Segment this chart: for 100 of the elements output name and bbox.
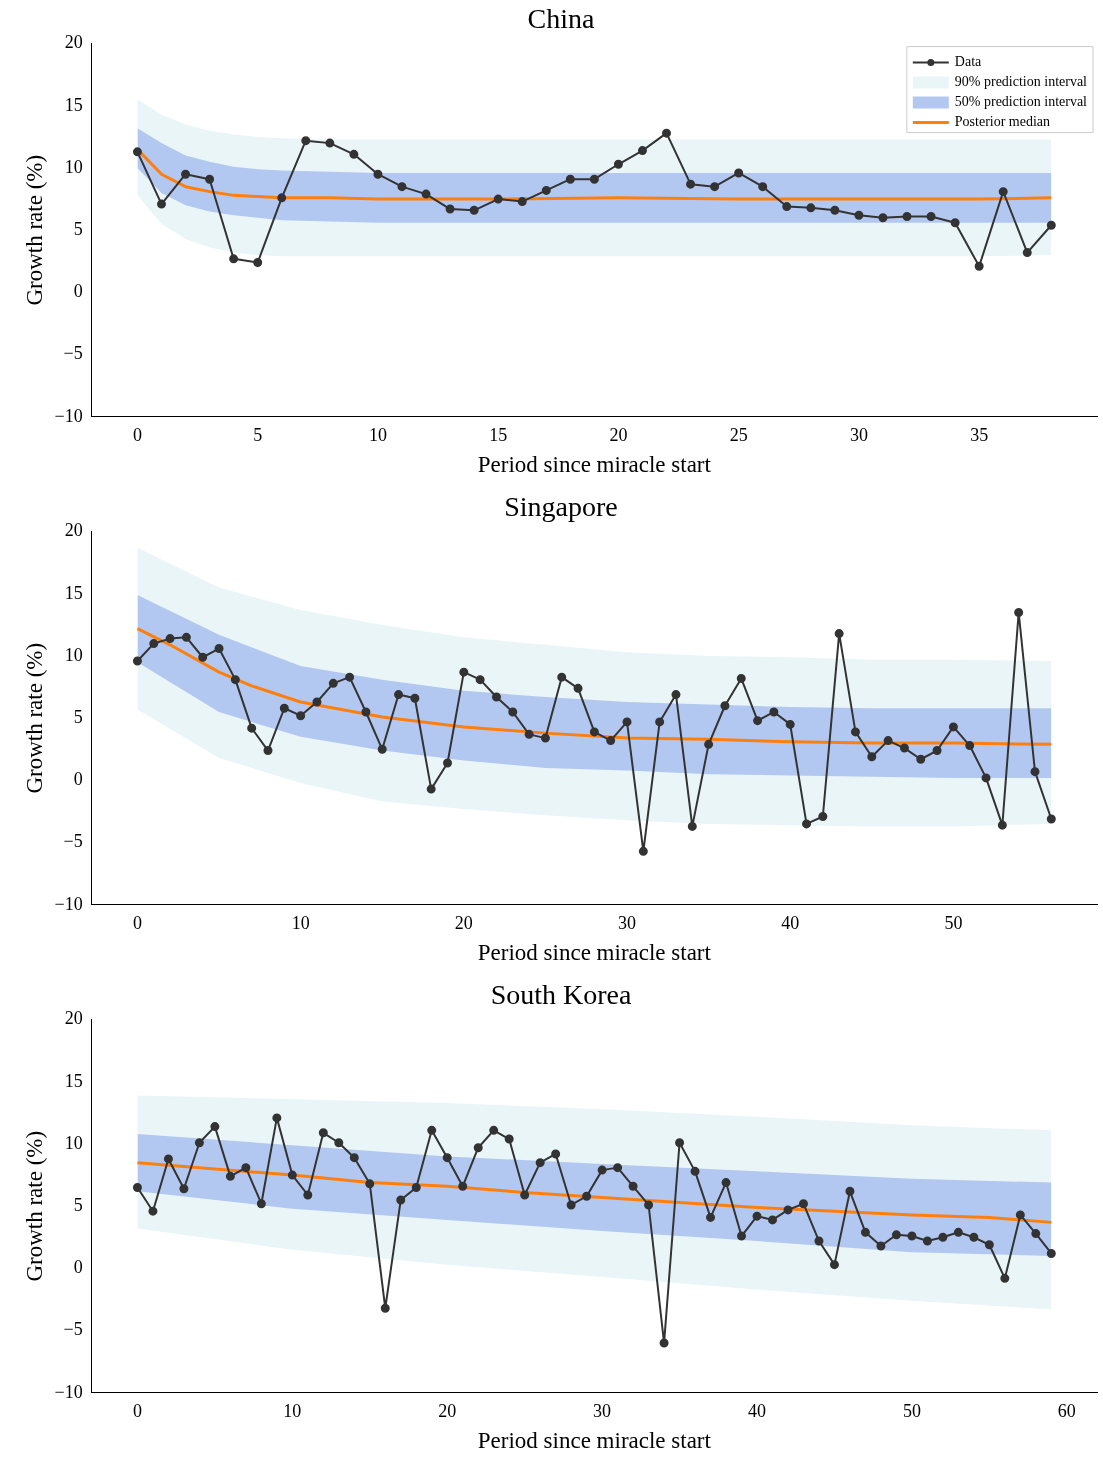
point bbox=[637, 146, 647, 156]
point bbox=[573, 683, 583, 693]
point bbox=[380, 1303, 390, 1313]
point bbox=[768, 1215, 777, 1225]
x-axis-title: Period since miracle start bbox=[477, 452, 712, 478]
point bbox=[229, 254, 239, 264]
point bbox=[916, 754, 926, 764]
point bbox=[1014, 607, 1024, 617]
y-tick-label: −5 bbox=[63, 1319, 83, 1340]
point bbox=[686, 179, 696, 189]
point bbox=[210, 1122, 220, 1132]
y-axis-title: Growth rate (%) bbox=[21, 1130, 47, 1282]
point bbox=[334, 1138, 344, 1148]
point bbox=[876, 1241, 886, 1251]
point bbox=[411, 1183, 421, 1193]
x-axis-title: Period since miracle start bbox=[477, 940, 712, 966]
point bbox=[965, 741, 975, 751]
y-tick-label: 20 bbox=[64, 520, 83, 541]
point bbox=[504, 1134, 514, 1144]
x-tick-label: 60 bbox=[1057, 1401, 1076, 1422]
point bbox=[279, 703, 289, 713]
y-tick-label: 15 bbox=[64, 94, 83, 115]
point bbox=[710, 182, 720, 192]
point bbox=[899, 743, 909, 753]
point bbox=[517, 197, 527, 207]
point bbox=[469, 205, 479, 215]
y-tick-label: 15 bbox=[64, 582, 83, 603]
point bbox=[981, 773, 991, 783]
point bbox=[445, 204, 455, 214]
point bbox=[613, 1163, 623, 1173]
point bbox=[551, 1149, 561, 1159]
point bbox=[565, 174, 575, 184]
point bbox=[830, 205, 840, 215]
point bbox=[179, 1184, 189, 1194]
point bbox=[798, 1199, 808, 1209]
point bbox=[878, 213, 888, 223]
point bbox=[984, 1240, 994, 1250]
point bbox=[301, 136, 311, 146]
point bbox=[655, 717, 665, 727]
x-tick-label: 10 bbox=[291, 913, 310, 934]
point bbox=[1046, 220, 1056, 230]
y-tick-label: 10 bbox=[64, 1132, 83, 1153]
y-tick-label: 20 bbox=[64, 1008, 83, 1029]
x-tick-label: 40 bbox=[781, 913, 800, 934]
point bbox=[349, 149, 359, 159]
point bbox=[606, 736, 616, 746]
point bbox=[459, 667, 469, 677]
y-tick-label: 10 bbox=[64, 156, 83, 177]
point bbox=[165, 634, 175, 644]
legend-label: 90% prediction interval bbox=[954, 74, 1088, 90]
point bbox=[541, 185, 551, 195]
x-tick-label: 35 bbox=[970, 425, 989, 446]
x-tick-label: 0 bbox=[132, 1401, 142, 1422]
point bbox=[156, 199, 166, 209]
point bbox=[998, 187, 1008, 197]
point bbox=[325, 138, 335, 148]
point bbox=[687, 821, 697, 831]
point bbox=[163, 1154, 173, 1164]
point bbox=[582, 1191, 592, 1201]
point bbox=[214, 644, 224, 654]
point bbox=[535, 1158, 545, 1168]
point bbox=[489, 1125, 499, 1135]
point bbox=[132, 147, 142, 157]
point bbox=[659, 1338, 669, 1348]
point bbox=[589, 727, 599, 737]
point bbox=[198, 652, 208, 662]
point bbox=[149, 639, 159, 649]
point bbox=[394, 690, 404, 700]
x-tick-label: 20 bbox=[609, 425, 628, 446]
point bbox=[802, 819, 812, 829]
y-tick-label: −10 bbox=[54, 405, 83, 426]
point bbox=[734, 168, 744, 178]
point bbox=[1046, 814, 1056, 824]
legend-label: Posterior median bbox=[954, 114, 1051, 130]
x-tick-label: 25 bbox=[729, 425, 748, 446]
point bbox=[720, 701, 730, 711]
x-tick-label: 10 bbox=[368, 425, 387, 446]
y-tick-label: 0 bbox=[73, 769, 83, 790]
point bbox=[948, 722, 958, 732]
point bbox=[974, 261, 984, 271]
point bbox=[256, 1199, 266, 1209]
y-tick-label: −10 bbox=[54, 893, 83, 914]
point bbox=[377, 744, 387, 754]
y-tick-label: −10 bbox=[54, 1381, 83, 1402]
point bbox=[953, 1227, 963, 1237]
point bbox=[473, 1143, 483, 1153]
point bbox=[736, 673, 746, 683]
point bbox=[540, 733, 550, 743]
legend-label: 50% prediction interval bbox=[954, 94, 1088, 110]
point bbox=[1030, 767, 1040, 777]
point bbox=[969, 1232, 979, 1242]
x-tick-label: 50 bbox=[944, 913, 963, 934]
point bbox=[557, 672, 567, 682]
legend-label: Data bbox=[954, 54, 983, 70]
point bbox=[932, 746, 942, 756]
point bbox=[589, 174, 599, 184]
point bbox=[938, 1232, 948, 1242]
point bbox=[854, 210, 864, 220]
point bbox=[458, 1181, 468, 1191]
point bbox=[253, 258, 263, 268]
